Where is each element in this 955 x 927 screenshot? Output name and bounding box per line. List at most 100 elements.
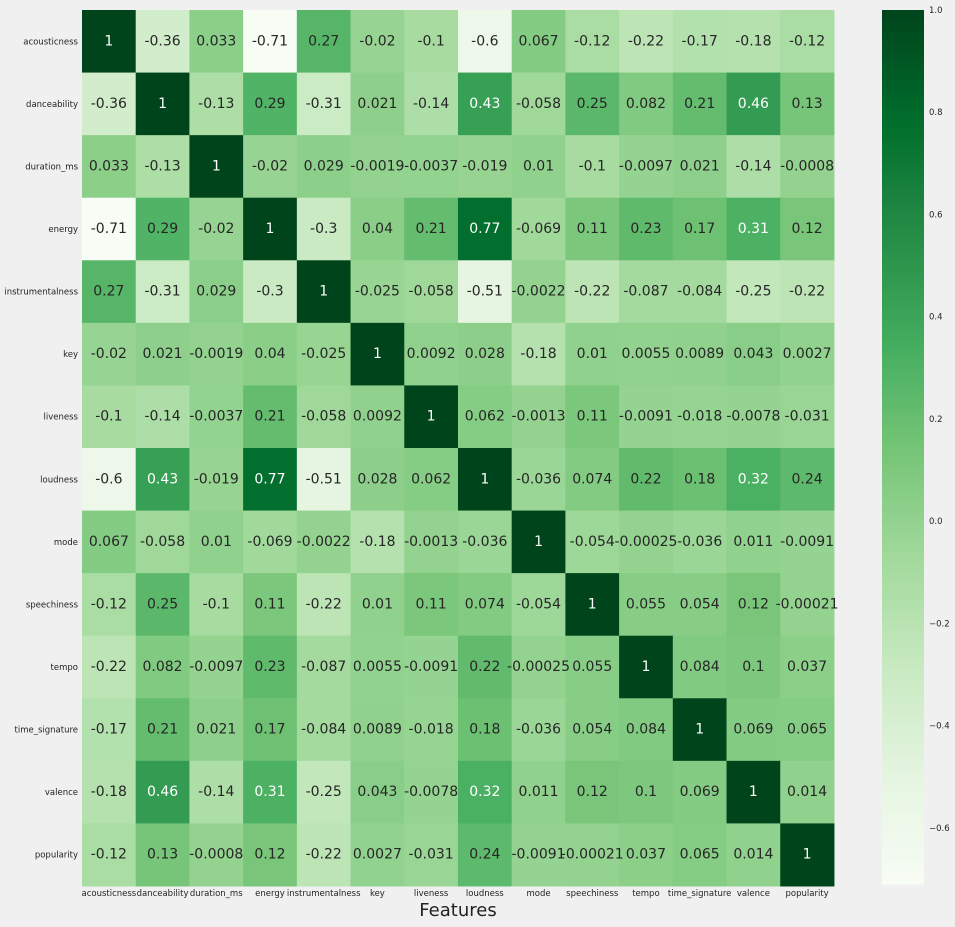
heatmap-cell <box>457 447 513 512</box>
heatmap-cell-label: -0.12 <box>91 847 127 863</box>
colorbar-segment <box>882 599 924 605</box>
colorbar-segment <box>882 792 924 798</box>
colorbar-segment <box>882 451 924 457</box>
colorbar-segment <box>882 14 924 20</box>
heatmap-cell-label: -0.087 <box>301 659 346 675</box>
heatmap-cell-label: 0.21 <box>684 96 715 112</box>
heatmap-cell-label: 0.037 <box>787 659 827 675</box>
colorbar-segment <box>882 272 924 278</box>
colorbar-segment <box>882 398 924 404</box>
heatmap-cell-label: 0.01 <box>362 596 393 612</box>
colorbar-segment <box>882 433 924 439</box>
heatmap-cell <box>404 447 459 512</box>
heatmap-cell-label: 0.11 <box>416 596 447 612</box>
colorbar-segment <box>882 162 924 168</box>
heatmap-cell <box>350 573 405 637</box>
colorbar-segment <box>882 853 924 859</box>
y-tick-label: valence <box>45 788 78 798</box>
x-tick-label: acousticness <box>81 889 136 899</box>
heatmap-cell <box>135 510 190 574</box>
colorbar-segment <box>882 857 924 863</box>
heatmap-cell <box>619 447 674 512</box>
heatmap-cell-label: 0.065 <box>787 722 827 738</box>
colorbar-segment <box>882 254 924 260</box>
heatmap-cell <box>296 510 352 574</box>
heatmap-cell-label: 0.065 <box>680 847 720 863</box>
y-tick-label: speechiness <box>26 600 79 610</box>
heatmap-cell <box>511 72 566 136</box>
heatmap-cell-label: 0.055 <box>626 596 666 612</box>
heatmap-cell <box>135 447 190 512</box>
heatmap-cell <box>82 10 137 74</box>
heatmap-cell-label: 0.037 <box>626 847 666 863</box>
heatmap-cell-label: 0.27 <box>308 33 339 49</box>
heatmap-cell-label: 0.021 <box>680 158 720 174</box>
colorbar-segment <box>882 870 924 876</box>
heatmap-cell <box>565 760 620 824</box>
heatmap-cell <box>243 72 298 136</box>
colorbar-segment <box>882 267 924 273</box>
heatmap-cell-label: -0.0022 <box>512 284 566 300</box>
colorbar-segment <box>882 578 924 584</box>
heatmap-cell <box>619 573 674 637</box>
x-tick-label: mode <box>526 889 550 899</box>
colorbar-segment <box>882 189 924 195</box>
heatmap-cell-label: -0.36 <box>144 33 180 49</box>
heatmap-cell <box>296 322 352 386</box>
colorbar-segment <box>882 722 924 728</box>
heatmap-cell-label: 1 <box>158 96 167 112</box>
colorbar-segment <box>882 289 924 295</box>
heatmap-cell <box>511 260 566 324</box>
colorbar-segment <box>882 481 924 487</box>
colorbar-segment <box>882 302 924 308</box>
heatmap-cell-label: -0.13 <box>198 96 234 112</box>
heatmap-cell <box>296 447 352 512</box>
colorbar-segment <box>882 713 924 719</box>
heatmap-cell <box>672 135 728 199</box>
heatmap-cell-label: -0.069 <box>516 221 561 237</box>
heatmap-cell <box>350 322 405 386</box>
y-tick-label: time_signature <box>15 726 79 736</box>
heatmap-cell-label: 0.23 <box>254 659 285 675</box>
colorbar-segment <box>882 377 924 383</box>
colorbar-segment <box>882 176 924 182</box>
colorbar-tick-label: 0.8 <box>929 108 943 118</box>
heatmap-cell <box>619 260 674 324</box>
colorbar-segment <box>882 390 924 396</box>
heatmap-cell <box>350 72 405 136</box>
heatmap-cell <box>726 10 781 74</box>
heatmap-cell-label: 0.021 <box>143 346 183 362</box>
heatmap-cell-label: -0.22 <box>574 284 610 300</box>
heatmap-cell-label: -0.00021 <box>776 596 839 612</box>
heatmap-cell <box>82 135 137 199</box>
heatmap-cell-label: 0.24 <box>469 847 500 863</box>
colorbar-segment <box>882 735 924 741</box>
heatmap-cell-label: 0.43 <box>469 96 500 112</box>
heatmap-cell <box>511 322 566 386</box>
heatmap-cell <box>82 447 137 512</box>
y-tick-label: liveness <box>44 413 79 423</box>
colorbar-segment <box>882 10 924 15</box>
colorbar-segment <box>882 385 924 391</box>
heatmap-cell <box>726 260 781 324</box>
heatmap-cell-label: 0.054 <box>572 722 612 738</box>
colorbar-segment <box>882 709 924 715</box>
heatmap-cell-label: -0.018 <box>677 409 722 425</box>
colorbar-segment <box>882 359 924 365</box>
colorbar-segment <box>882 783 924 789</box>
colorbar-segment <box>882 586 924 592</box>
heatmap-cell-label: 1 <box>641 659 650 675</box>
heatmap-cell-label: 0.1 <box>742 659 764 675</box>
x-axis-label: Features <box>419 900 496 921</box>
heatmap-cell <box>780 510 835 574</box>
colorbar-segment <box>882 219 924 225</box>
colorbar-segment <box>882 40 924 46</box>
colorbar-segment <box>882 752 924 758</box>
colorbar-segment <box>882 464 924 470</box>
heatmap-cell-label: -0.054 <box>570 534 615 550</box>
heatmap-cell-label: -0.3 <box>256 284 283 300</box>
colorbar-segment <box>882 560 924 566</box>
colorbar-segment <box>882 538 924 544</box>
colorbar-segment <box>882 460 924 466</box>
colorbar-segment <box>882 499 924 505</box>
